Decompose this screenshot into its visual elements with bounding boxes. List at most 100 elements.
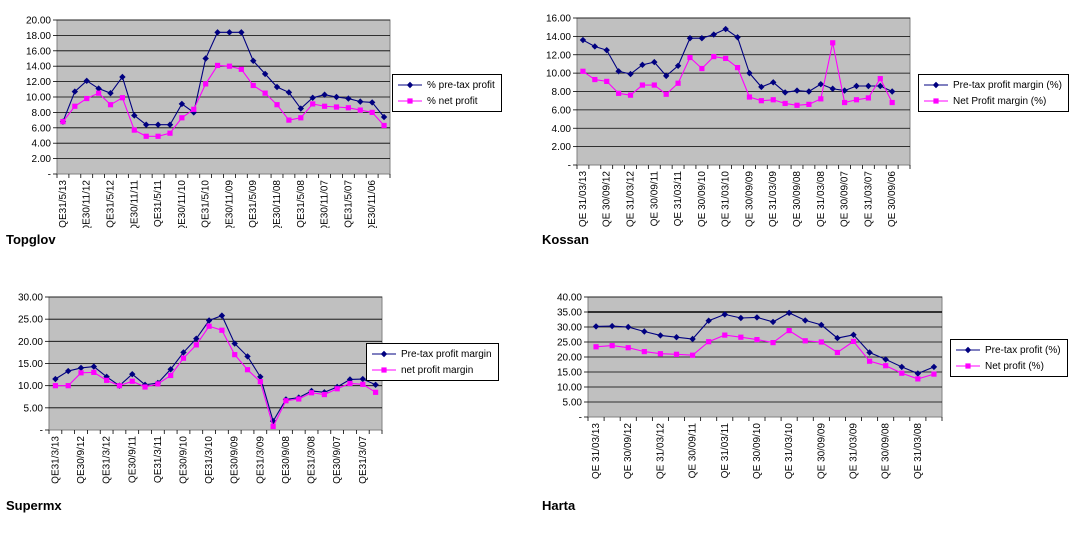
data-point — [372, 389, 379, 395]
data-point — [250, 57, 257, 65]
data-point — [675, 80, 681, 86]
data-point — [357, 107, 363, 113]
y-tick-label: 14.00 — [546, 32, 571, 43]
x-tick-label: QE 31/03/13 — [578, 171, 589, 228]
data-point — [167, 130, 173, 136]
legend-swatch — [956, 363, 980, 369]
y-tick-label: 4.00 — [552, 124, 572, 135]
harta-chart-svg: - 5.00 10.00 15.00 20.00 25.00 30.00 35.00 40.00… — [557, 293, 943, 480]
data-point — [802, 317, 809, 324]
legend-label: % net profit — [427, 95, 478, 107]
data-point — [90, 363, 98, 370]
legend-label: Pre-tax profit (%) — [985, 344, 1061, 356]
chart-caption: Topglov — [6, 232, 56, 247]
legend-item: % pre-tax profit — [397, 77, 495, 93]
y-tick-label: 10.00 — [557, 383, 582, 394]
data-point — [238, 66, 244, 72]
data-point — [662, 72, 670, 80]
data-point — [131, 112, 138, 119]
data-point — [333, 104, 340, 110]
chart-caption: Supermx — [6, 498, 62, 513]
legend-item: % net profit — [397, 93, 495, 109]
data-point — [734, 65, 741, 71]
x-tick-label: QE 31/03/12 — [626, 171, 637, 228]
data-point — [673, 351, 680, 357]
legend-swatch — [956, 346, 980, 354]
data-point — [309, 94, 316, 101]
data-point — [689, 352, 696, 358]
y-tick-label: - — [48, 170, 51, 181]
data-point — [580, 68, 586, 74]
data-point — [359, 375, 366, 383]
data-point — [308, 390, 315, 396]
data-point — [219, 327, 225, 333]
legend-item: Pre-tax profit (%) — [955, 342, 1061, 358]
x-tick-label: QE30/11/09 — [224, 180, 235, 228]
data-point — [721, 311, 728, 318]
y-tick-label: 12.00 — [546, 50, 571, 61]
legend-swatch — [372, 367, 396, 373]
data-point — [865, 95, 871, 101]
data-point — [143, 133, 149, 139]
x-tick-label: QE31/5/08 — [296, 180, 307, 228]
data-point — [579, 36, 587, 44]
x-tick-label: QE 31/03/12 — [655, 423, 666, 480]
x-tick-label: QE 31/03/13 — [591, 423, 602, 480]
data-point — [604, 78, 610, 84]
series-line — [596, 312, 935, 375]
legend-item: Net profit (%) — [955, 358, 1061, 374]
y-tick-label: 20.00 — [26, 16, 51, 27]
legend-label: net profit margin — [401, 364, 474, 376]
y-tick-label: - — [579, 413, 582, 424]
data-point — [104, 377, 110, 383]
data-point — [155, 133, 161, 139]
data-point — [179, 115, 185, 121]
legend-label: % pre-tax profit — [427, 79, 495, 91]
data-point — [321, 91, 328, 98]
x-tick-label: QE31/3/08 — [307, 436, 318, 484]
data-point — [52, 383, 59, 389]
legend-swatch — [398, 98, 422, 104]
data-point — [347, 380, 353, 387]
data-point — [202, 55, 209, 62]
data-point — [250, 82, 256, 89]
data-point — [746, 94, 753, 100]
legend-swatch-marker — [406, 81, 414, 89]
legend-swatch-marker — [965, 363, 971, 369]
y-tick-label: 2.00 — [32, 154, 52, 165]
data-point — [853, 97, 860, 103]
x-tick-label: QE30/11/11 — [129, 180, 140, 228]
legend: % pre-tax profit % net profit — [392, 74, 502, 112]
legend: Pre-tax profit margin net profit margin — [366, 343, 499, 381]
x-tick-label: QE 30/09/07 — [840, 171, 851, 228]
data-point — [734, 34, 741, 41]
data-point — [155, 381, 161, 387]
data-point — [834, 349, 841, 356]
y-tick-label: 10.00 — [18, 381, 43, 392]
data-point — [829, 85, 836, 92]
data-point — [883, 363, 889, 369]
kossan-chart-svg: - 2.00 4.00 6.00 8.00 10.00 12.00 14.00 16.00 QE … — [546, 14, 911, 228]
data-point — [193, 335, 200, 342]
data-point — [850, 338, 857, 344]
series-line — [596, 329, 935, 380]
legend: Pre-tax profit (%) Net profit (%) — [950, 339, 1068, 377]
data-point — [167, 366, 174, 373]
data-point — [914, 370, 922, 377]
data-point — [154, 121, 162, 128]
data-point — [770, 97, 776, 103]
data-point — [107, 89, 114, 97]
x-tick-label: QE30/9/10 — [178, 436, 189, 484]
x-tick-label: QE 31/03/08 — [913, 423, 924, 480]
data-point — [850, 331, 857, 338]
data-point — [226, 63, 233, 69]
data-point — [723, 55, 729, 62]
data-point — [119, 73, 126, 81]
data-point — [699, 65, 705, 72]
x-tick-label: QE 30/09/10 — [752, 423, 763, 480]
data-point — [889, 99, 895, 106]
x-tick-label: QE 30/09/11 — [688, 423, 699, 479]
x-tick-label: QE31/3/10 — [204, 436, 215, 484]
legend-swatch — [372, 350, 396, 358]
x-tick-label: QE 31/03/07 — [863, 171, 874, 228]
